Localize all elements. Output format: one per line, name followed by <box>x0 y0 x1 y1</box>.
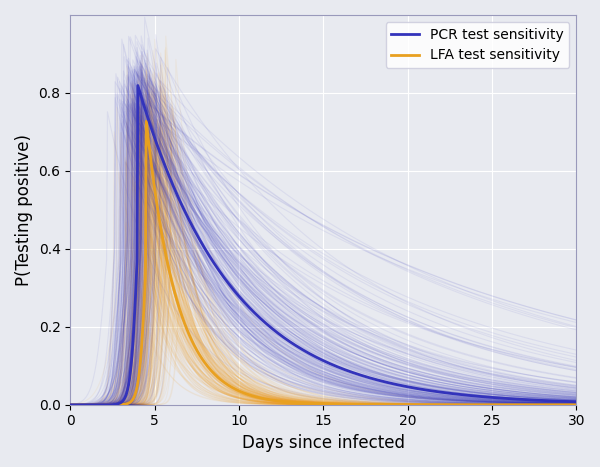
Y-axis label: P(Testing positive): P(Testing positive) <box>15 134 33 286</box>
Legend: PCR test sensitivity, LFA test sensitivity: PCR test sensitivity, LFA test sensitivi… <box>386 22 569 68</box>
X-axis label: Days since infected: Days since infected <box>242 434 405 452</box>
